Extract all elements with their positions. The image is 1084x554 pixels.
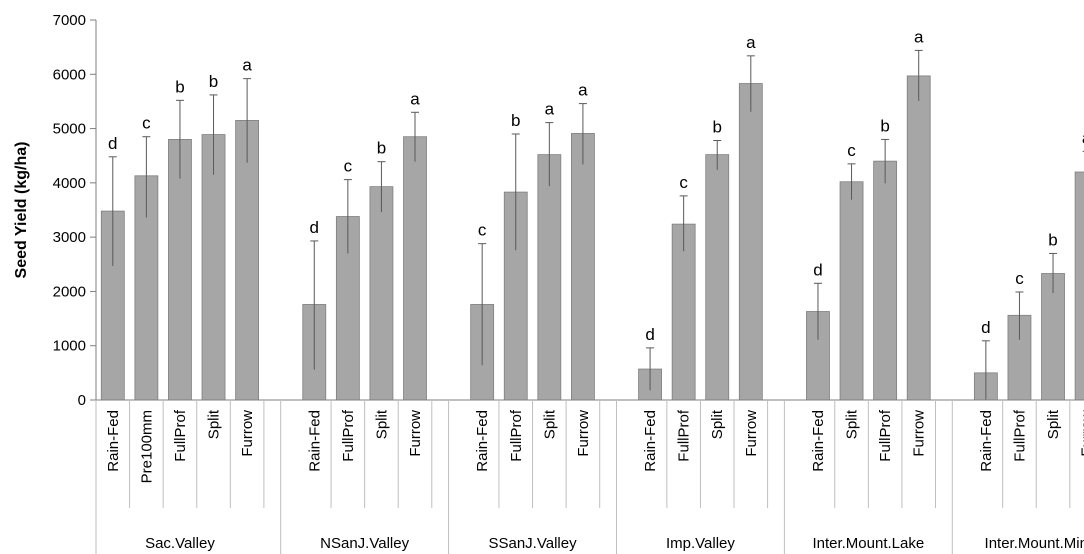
y-tick-label: 1000	[53, 338, 86, 355]
group-label: Sac.Valley	[145, 535, 215, 552]
y-tick-label: 6000	[53, 66, 86, 83]
bar	[369, 186, 394, 401]
category-label: Rain-Fed	[642, 410, 659, 472]
significance-letter: b	[377, 139, 386, 158]
significance-letter: c	[1015, 269, 1024, 288]
category-label: Furrow	[575, 410, 592, 457]
bar	[537, 154, 562, 401]
significance-letter: d	[645, 325, 654, 344]
significance-letter: d	[813, 260, 822, 279]
category-label: Rain-Fed	[978, 410, 995, 472]
category-label: Furrow	[743, 410, 760, 457]
y-tick-label: 7000	[53, 12, 86, 29]
y-tick-label: 4000	[53, 175, 86, 192]
significance-letter: c	[679, 173, 688, 192]
group-label: Inter.Mount.Lake	[812, 535, 924, 552]
significance-letter: c	[478, 221, 487, 240]
significance-letter: c	[344, 157, 353, 176]
category-label: Furrow	[1079, 410, 1084, 457]
category-label: Rain-Fed	[474, 410, 491, 472]
category-label: FullProf	[340, 409, 357, 462]
bar	[906, 75, 931, 401]
category-label: Rain-Fed	[105, 410, 122, 472]
category-label: FullProf	[1011, 409, 1028, 462]
significance-letter: a	[578, 81, 588, 100]
category-label: FullProf	[508, 409, 525, 462]
significance-letter: b	[209, 72, 218, 91]
y-tick-label: 0	[78, 392, 86, 409]
category-label: Split	[373, 409, 390, 439]
significance-letter: d	[108, 134, 117, 153]
category-label: Split	[206, 409, 223, 439]
bar	[839, 181, 864, 401]
significance-letter: b	[880, 116, 889, 135]
group-label: Imp.Valley	[666, 535, 735, 552]
bar	[1074, 171, 1084, 401]
bar	[403, 136, 427, 401]
significance-letter: a	[1082, 128, 1084, 147]
category-label: Split	[541, 409, 558, 439]
bar	[571, 133, 595, 401]
bar	[705, 154, 730, 401]
significance-letter: d	[310, 218, 319, 237]
y-tick-label: 5000	[53, 121, 86, 138]
significance-letter: c	[142, 114, 151, 133]
category-label: Split	[709, 409, 726, 439]
y-tick-label: 3000	[53, 229, 86, 246]
group-label: NSanJ.Valley	[320, 535, 409, 552]
significance-letter: a	[914, 27, 924, 46]
bar	[873, 160, 898, 401]
significance-letter: c	[847, 141, 856, 160]
category-label: Furrow	[239, 410, 256, 457]
group-label: Inter.Mount.Min	[985, 535, 1084, 552]
category-label: Rain-Fed	[810, 410, 827, 472]
significance-letter: b	[511, 111, 520, 130]
significance-letter: a	[242, 56, 252, 75]
category-label: Split	[844, 409, 861, 439]
significance-letter: a	[545, 100, 555, 119]
significance-letter: d	[981, 318, 990, 337]
group-label: SSanJ.Valley	[488, 535, 577, 552]
category-label: FullProf	[172, 409, 189, 462]
y-axis-title: Seed Yield (kg/ha)	[13, 142, 30, 279]
significance-letter: b	[1048, 230, 1057, 249]
category-label: Rain-Fed	[306, 410, 323, 472]
x-axis: Rain-Fed Pre100mm FullProf Split Furrow Sac.V…	[95, 399, 1084, 554]
category-label: FullProf	[877, 409, 894, 462]
y-axis: 0 1000 2000 3000 4000 5000 6000 7000	[53, 12, 97, 409]
category-label: Furrow	[407, 410, 424, 457]
significance-letter: a	[746, 33, 756, 52]
category-label: Split	[1045, 409, 1062, 439]
significance-letter: a	[410, 89, 420, 108]
significance-letter: b	[712, 118, 721, 137]
category-label: Furrow	[911, 410, 928, 457]
y-tick-label: 2000	[53, 283, 86, 300]
bar	[738, 83, 763, 401]
category-label: FullProf	[676, 409, 693, 462]
bars: dcbbadcbacbaadcbadcbadcbabbaa	[100, 27, 1084, 401]
significance-letter: b	[175, 77, 184, 96]
category-label: Pre100mm	[138, 410, 155, 483]
